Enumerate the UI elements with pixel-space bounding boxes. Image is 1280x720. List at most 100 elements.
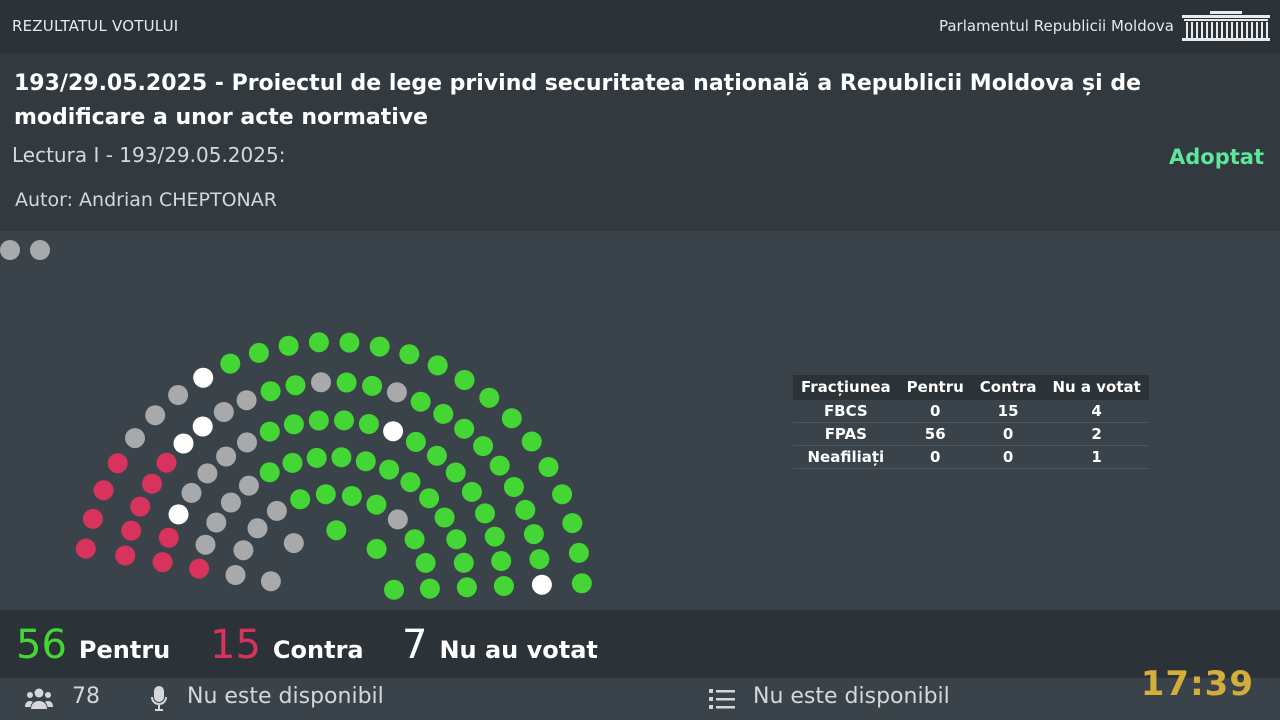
seat-for [366,494,387,515]
seat-for [489,455,510,476]
faction-name: FBCS [793,400,899,423]
seat-for [336,372,357,393]
faction-for: 56 [898,422,972,446]
seat-for [426,445,447,466]
faction-table: Fracțiunea Pentru Contra Nu a votat FBCS… [793,375,1149,469]
seat-for [260,381,281,402]
seat-for [282,452,303,473]
seat-against [82,508,103,529]
for-label: Pentru [78,636,171,664]
seat-for [285,375,306,396]
seat-for [454,418,475,439]
notvoted-label: Nu au votat [439,636,598,664]
seat-against [93,480,114,501]
seat-against [152,552,173,573]
seat-against [75,538,96,559]
seat-white [173,433,194,454]
table-row: FBCS 0 15 4 [793,400,1149,423]
seat-for [446,529,467,550]
seat-for [475,503,495,524]
present-count: 78 [72,684,100,709]
seat-for [405,431,426,452]
seat-not_voted [247,518,268,539]
seat-for [571,573,592,594]
seat-not_voted [206,512,227,533]
seat-for [248,342,269,363]
vote-status: Adoptat [1169,145,1264,169]
seat-for [278,335,299,356]
seat-for [538,457,559,477]
seat-for [326,520,347,541]
seat-for [259,421,280,442]
seat-for [479,387,500,408]
seat-white [383,421,404,442]
seat-white [531,574,552,595]
seat-white [192,416,213,437]
seat-for [366,538,387,559]
seat-for [315,484,336,505]
total-against: 15 Contra [210,622,364,668]
seat-for [433,403,454,424]
seat-for [434,507,455,528]
people-icon [25,688,53,709]
faction-for: 0 [898,400,972,423]
seat-for [461,481,482,502]
seat-not_voted [237,432,257,453]
seat-for [456,577,477,598]
seat-for [515,499,536,520]
seat-not_voted [386,382,407,403]
seat-for [379,459,400,480]
table-row: Neafiliați 0 0 1 [793,445,1149,469]
clock: 17:39 [1140,664,1254,704]
seat-not_voted [236,390,257,411]
seat-for [384,579,404,600]
seat-for [501,408,522,429]
seat-for [491,551,512,571]
seat-for [404,529,425,550]
seat-against [189,558,210,579]
seat-for [419,578,440,599]
seat-for [419,488,440,509]
faction-against: 15 [971,400,1045,423]
seat-for [493,576,514,596]
footer-bar: 78 Nu este disponibil Nu este disponibil [0,678,1280,720]
totals-bar: 56 Pentru 15 Contra 7 Nu au votat [0,610,1280,678]
parliament-name: Parlamentul Republicii Moldova [938,17,1174,35]
notvoted-count: 7 [402,622,428,668]
seat-against [130,496,151,517]
seat-for [259,462,280,483]
seat-for [445,462,466,483]
faction-not-voted: 2 [1044,422,1149,446]
seat-for [562,513,583,534]
seat-for [290,489,311,510]
seat-not_voted [181,482,202,503]
seat-for [355,451,376,472]
seat-for [339,332,360,353]
bill-author: Autor: Andrian CHEPTONAR [15,189,277,211]
seat-against [121,520,142,541]
parliament-building-icon [1182,11,1270,41]
seat-for [454,370,475,390]
seat-for [503,477,524,497]
seat-not_voted [125,428,145,449]
against-label: Contra [272,636,364,664]
faction-table-header: Fracțiunea Pentru Contra Nu a votat [793,375,1149,400]
seat-for [415,552,436,573]
list-icon [709,689,735,709]
seat-against [142,473,162,494]
col-faction: Fracțiunea [793,375,899,400]
total-not-voted: 7 Nu au votat [402,622,598,668]
faction-not-voted: 1 [1044,445,1149,469]
seat-for [308,410,329,431]
col-for: Pentru [898,375,972,400]
faction-name: FPAS [793,422,899,446]
seat-for [410,391,431,412]
seat-for [220,353,241,374]
seat-for [362,375,383,396]
seat-not_voted [197,463,218,484]
seat-for [552,484,573,505]
seat-for [334,410,354,431]
reading-info: Lectura I - 193/29.05.2025: [12,143,286,167]
seat-not_voted [233,540,254,561]
seat-white [193,367,214,388]
